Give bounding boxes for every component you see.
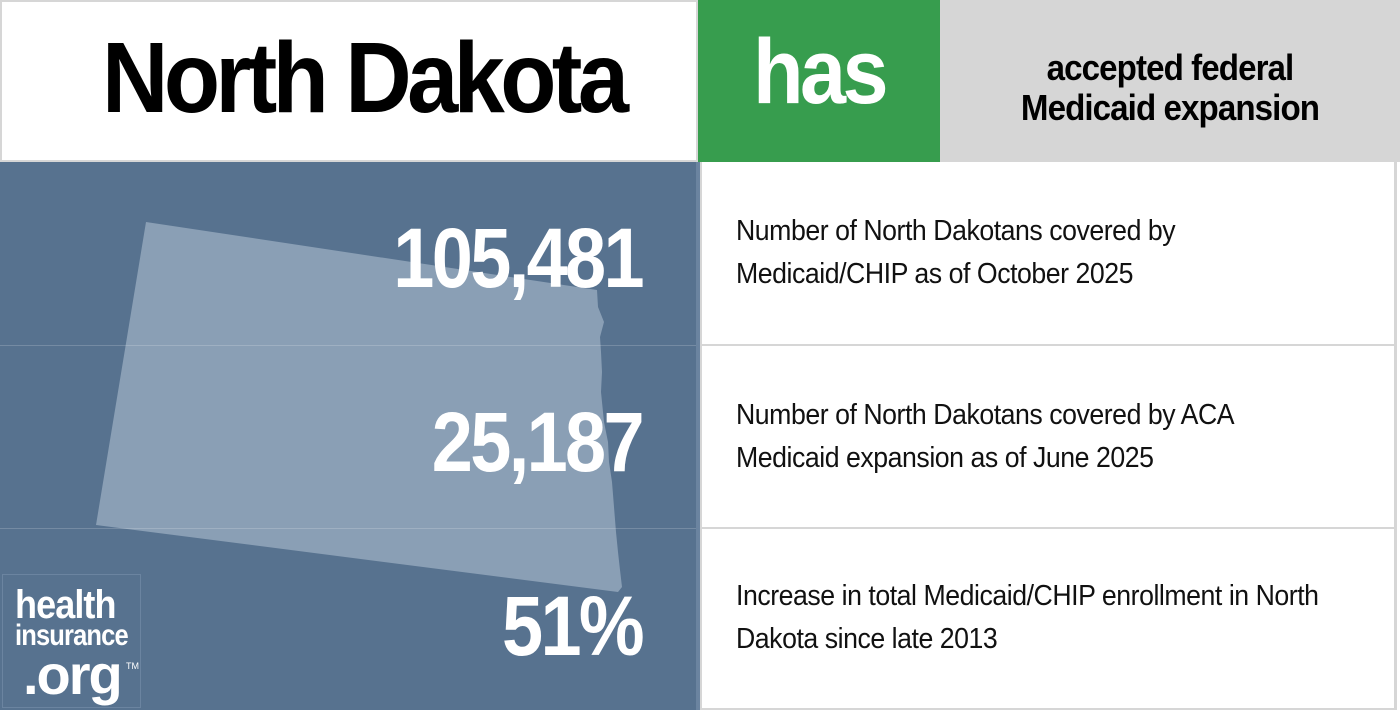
- stat-value-enrollment-increase: 51%: [501, 579, 645, 673]
- stat-row: Increase in total Medicaid/CHIP enrollme…: [700, 529, 1397, 710]
- header: North Dakota has accepted federal Medica…: [0, 0, 1400, 162]
- logo-text-health: health: [15, 583, 117, 627]
- row-divider: [0, 528, 700, 529]
- expansion-status-badge: has: [698, 0, 940, 162]
- stat-value-medicaid-chip: 105,481: [393, 211, 644, 305]
- stat-description-medicaid-chip: Number of North Dakotans covered by Medi…: [736, 215, 1176, 290]
- panel-edge: [696, 162, 700, 710]
- logo-text-org: .org: [23, 643, 123, 706]
- subtitle-block: accepted federal Medicaid expansion: [940, 0, 1400, 162]
- subtitle-line-1: accepted federal: [1046, 47, 1295, 88]
- stat-description-aca-expansion: Number of North Dakotans covered by ACA …: [736, 399, 1233, 474]
- healthinsurance-org-logo[interactable]: health insurance .org TM: [2, 574, 141, 708]
- state-title-block: North Dakota: [0, 0, 698, 162]
- stat-row: Number of North Dakotans covered by Medi…: [700, 162, 1397, 346]
- stat-row: Number of North Dakotans covered by ACA …: [700, 346, 1397, 529]
- expansion-status: has: [753, 21, 888, 123]
- subtitle-line-2: Medicaid expansion: [1020, 87, 1320, 128]
- row-divider: [0, 345, 700, 346]
- descriptions-panel: Number of North Dakotans covered by Medi…: [700, 162, 1400, 710]
- north-dakota-map-icon: [96, 222, 622, 592]
- logo-text-insurance: insurance: [15, 619, 129, 652]
- trademark-symbol: TM: [126, 661, 139, 671]
- state-name: North Dakota: [102, 22, 629, 134]
- subtitle: accepted federal Medicaid expansion: [958, 48, 1381, 128]
- stat-value-aca-expansion: 25,187: [431, 395, 645, 489]
- stat-description-enrollment-increase: Increase in total Medicaid/CHIP enrollme…: [736, 580, 1319, 655]
